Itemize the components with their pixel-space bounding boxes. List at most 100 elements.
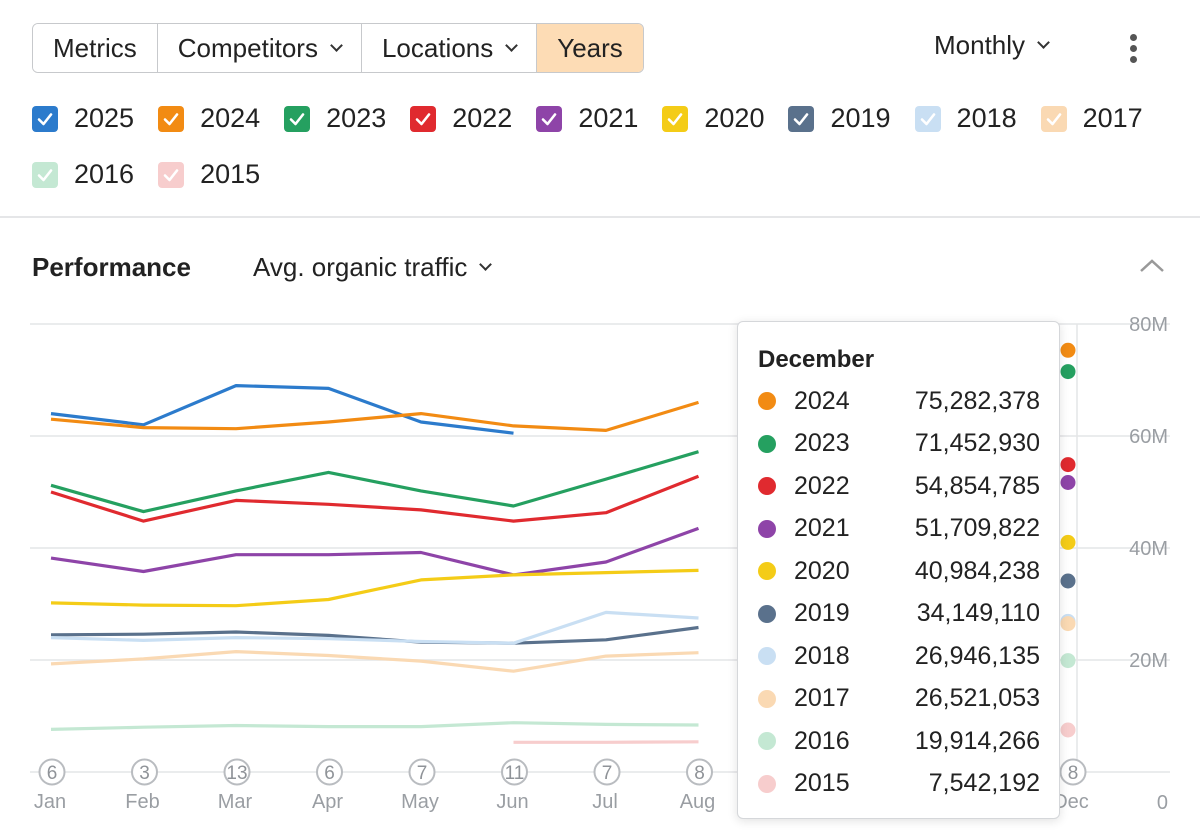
event-marker-icon: [686, 758, 713, 786]
event-marker-icon: [131, 758, 158, 786]
event-count: 8: [694, 763, 705, 784]
tab-metrics[interactable]: Metrics: [33, 24, 158, 72]
chart-tooltip: December 2024 75,282,378 2023 71,452,930 202…: [737, 321, 1060, 819]
checkbox-icon[interactable]: [410, 105, 437, 132]
legend-label: 2016: [74, 159, 135, 189]
performance-title: Performance: [32, 252, 191, 282]
tooltip-row: 2015 7,542,192: [758, 763, 1040, 805]
event-marker-icon: [38, 758, 66, 786]
legend-label: 2019: [830, 103, 891, 133]
event-marker-icon: [316, 758, 343, 786]
tooltip-row: 2020 40,984,238: [758, 550, 1040, 592]
x-tick-label: Jan: [34, 791, 66, 813]
y-tick-label: 60M: [1129, 426, 1168, 448]
period-label: Monthly: [934, 30, 1026, 60]
y-tick-label: 40M: [1129, 538, 1168, 560]
legend-item-2020[interactable]: 2020: [662, 103, 764, 134]
performance-chart: 0 20M 40M 60M 80M 6 Jan 3 Feb 13 Mar 6 Apr 7 May 11 Jun 7…: [30, 314, 1170, 814]
tab-competitors[interactable]: Competitors: [157, 24, 362, 72]
legend-item-2023[interactable]: 2023: [284, 103, 386, 134]
x-tick-label: May: [401, 791, 439, 813]
legend-label: 2017: [1082, 103, 1143, 133]
tab-locations-label: Locations: [381, 32, 494, 63]
tooltip-row: 2021 51,709,822: [758, 508, 1040, 550]
tab-years[interactable]: Years: [537, 24, 643, 72]
tab-locations[interactable]: Locations: [361, 24, 538, 72]
tooltip-value: 26,521,053: [914, 684, 1040, 712]
view-switcher: Metrics Competitors Locations Years: [32, 23, 644, 73]
tooltip-year: 2019: [794, 599, 850, 627]
checkbox-icon[interactable]: [1040, 105, 1067, 132]
series-dot-icon: [758, 562, 776, 580]
x-tick-label: Dec: [1053, 791, 1089, 813]
event-count: 8: [1068, 763, 1079, 784]
chevron-up-icon[interactable]: [1138, 256, 1166, 276]
tooltip-year: 2021: [794, 514, 850, 542]
chevron-down-icon: [1037, 36, 1050, 49]
checkbox-icon[interactable]: [32, 105, 58, 132]
tooltip-row: 2016 19,914,266: [758, 720, 1040, 762]
year-legend-continued: 2016 2015: [32, 159, 284, 190]
checkbox-icon[interactable]: [788, 105, 815, 132]
event-count: 7: [602, 763, 613, 784]
x-tick-label: Feb: [125, 791, 159, 813]
tooltip-value: 75,282,378: [914, 386, 1040, 415]
legend-item-2017[interactable]: 2017: [1040, 103, 1143, 134]
legend-label: 2015: [200, 159, 261, 189]
tooltip-value: 40,984,238: [914, 556, 1040, 585]
legend-label: 2024: [200, 103, 261, 133]
tooltip-year: 2017: [794, 684, 850, 712]
legend-item-2022[interactable]: 2022: [410, 103, 512, 134]
series-line-2025: [50, 384, 514, 435]
tooltip-year: 2020: [794, 556, 850, 585]
legend-item-2021[interactable]: 2021: [536, 103, 638, 134]
point-2017-dec: [1060, 616, 1076, 632]
period-dropdown[interactable]: Monthly: [934, 30, 1050, 61]
event-count: 13: [226, 763, 247, 784]
tooltip-value: 34,149,110: [916, 599, 1040, 627]
point-2024-dec: [1060, 342, 1076, 358]
legend-item-2025[interactable]: 2025: [32, 103, 134, 134]
tooltip-value: 19,914,266: [914, 726, 1040, 755]
point-2019-dec: [1060, 573, 1076, 589]
x-tick-label: Mar: [218, 791, 253, 813]
tooltip-row: 2022 54,854,785: [758, 465, 1040, 507]
point-2023-dec: [1060, 364, 1076, 380]
event-marker-icon: [223, 758, 251, 786]
tooltip-value: 7,542,192: [928, 769, 1040, 797]
section-divider: [0, 216, 1200, 218]
series-dot-icon: [758, 689, 776, 708]
tooltip-row: 2017 26,521,053: [758, 678, 1040, 720]
legend-item-2019[interactable]: 2019: [788, 103, 891, 134]
checkbox-icon[interactable]: [536, 105, 563, 132]
tooltip-year: 2022: [794, 471, 850, 500]
metric-dropdown[interactable]: Avg. organic traffic: [253, 252, 493, 283]
tab-years-label: Years: [557, 32, 623, 63]
series-line-2015: [513, 740, 699, 744]
series-dot-icon: [758, 647, 776, 665]
checkbox-icon[interactable]: [662, 105, 689, 132]
checkbox-icon[interactable]: [32, 161, 58, 188]
tooltip-value: 26,946,135: [914, 641, 1040, 670]
legend-label: 2020: [704, 103, 765, 133]
kebab-menu-icon[interactable]: [1122, 30, 1146, 66]
event-count: 7: [417, 763, 428, 784]
y-tick-label: 20M: [1129, 650, 1168, 672]
x-tick-label: Jul: [592, 791, 618, 813]
legend-item-2018[interactable]: 2018: [914, 103, 1017, 134]
tooltip-row: 2019 34,149,110: [758, 593, 1040, 635]
checkbox-icon[interactable]: [158, 161, 185, 188]
series-dot-icon: [758, 477, 776, 495]
series-line-2020: [50, 568, 699, 608]
legend-item-2016[interactable]: 2016: [32, 159, 134, 190]
checkbox-icon[interactable]: [284, 105, 311, 132]
legend-item-2024[interactable]: 2024: [158, 103, 260, 134]
y-tick-label: 0: [1157, 792, 1168, 814]
legend-label: 2021: [578, 103, 639, 133]
checkbox-icon[interactable]: [914, 105, 941, 132]
tooltip-value: 54,854,785: [914, 471, 1040, 500]
legend-item-2015[interactable]: 2015: [158, 159, 260, 190]
series-dot-icon: [758, 604, 776, 623]
event-count: 11: [505, 763, 525, 784]
checkbox-icon[interactable]: [158, 105, 185, 132]
